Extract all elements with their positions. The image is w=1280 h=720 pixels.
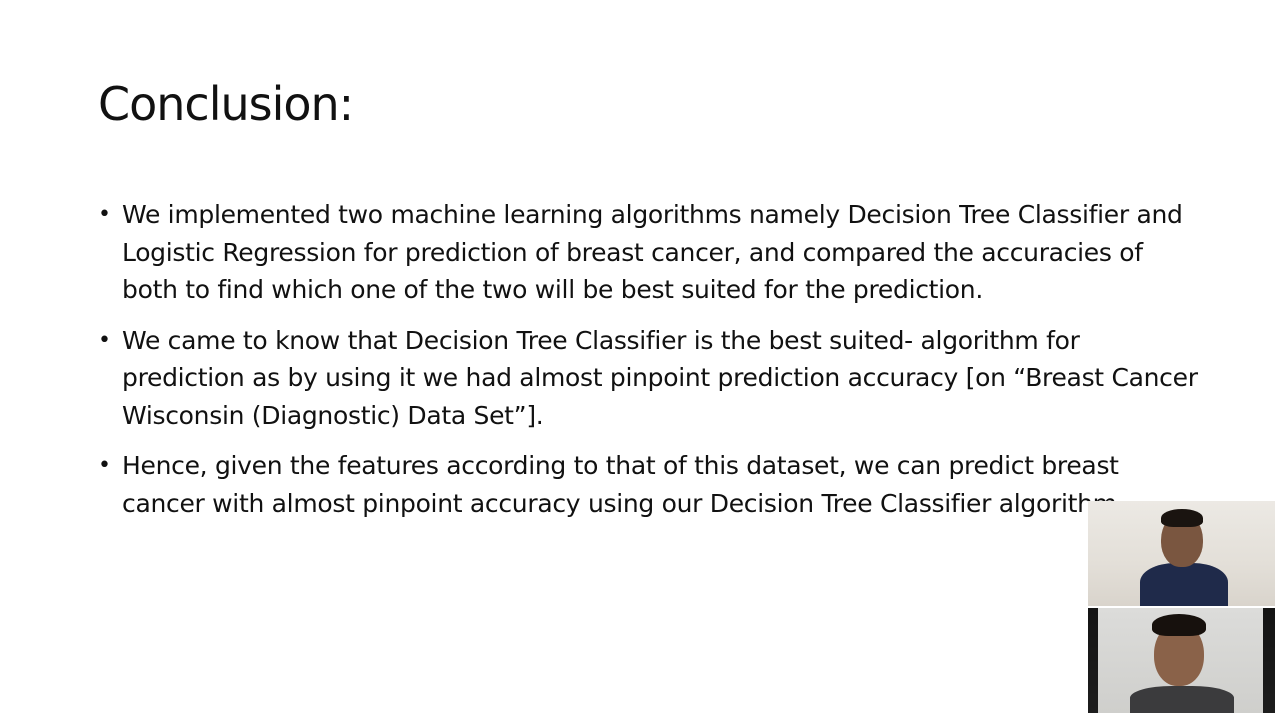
- presenter-2-hair: [1152, 614, 1206, 636]
- bullet-item: We came to know that Decision Tree Class…: [98, 322, 1198, 435]
- bullet-item: We implemented two machine learning algo…: [98, 196, 1198, 309]
- video-feed-presenter-1[interactable]: [1088, 501, 1275, 606]
- video-feed-presenter-2[interactable]: [1088, 608, 1275, 713]
- bullet-item: Hence, given the features according to t…: [98, 447, 1198, 522]
- presenter-1-hair: [1161, 509, 1203, 527]
- presenter-1-shirt: [1140, 563, 1228, 606]
- presenter-2-shirt: [1130, 686, 1234, 713]
- presenter-1-silhouette: [1088, 501, 1275, 606]
- bullet-list: We implemented two machine learning algo…: [98, 196, 1198, 535]
- slide-title: Conclusion:: [98, 77, 354, 131]
- presenter-2-silhouette: [1088, 608, 1275, 713]
